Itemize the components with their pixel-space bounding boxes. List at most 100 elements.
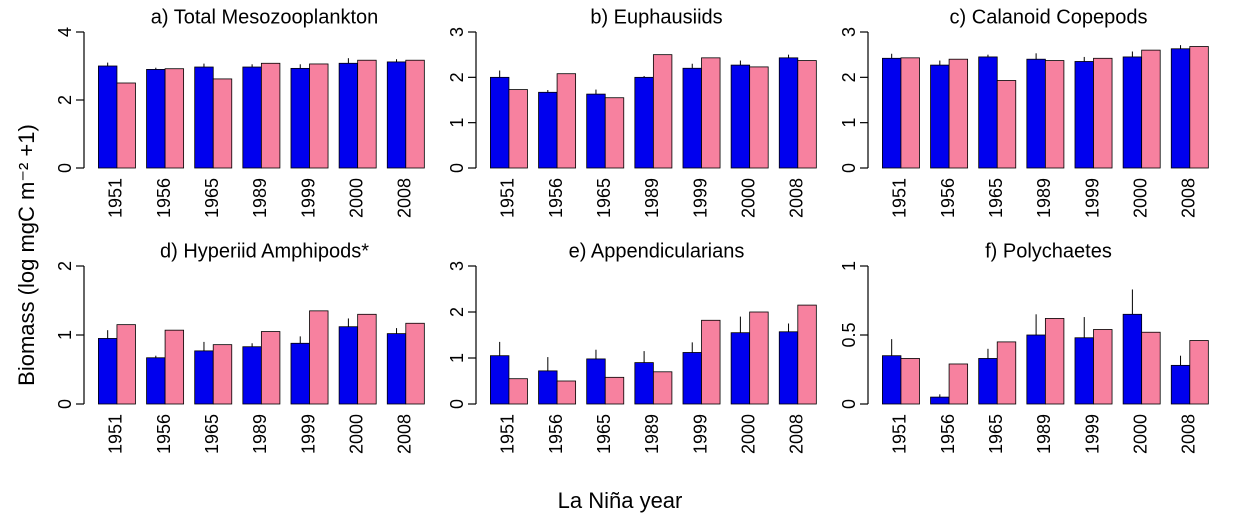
bar <box>1074 337 1094 405</box>
bar <box>405 59 425 169</box>
bar <box>749 66 769 169</box>
bar <box>357 59 377 169</box>
bar <box>242 66 262 169</box>
bar <box>996 80 1017 169</box>
y-tick-label: 1 <box>447 118 467 128</box>
y-tick-label: 1 <box>839 261 859 271</box>
panel-title: a) Total Mesozooplankton <box>151 6 379 28</box>
bar <box>212 344 233 405</box>
y-tick-label: 2 <box>447 307 467 317</box>
bar <box>538 370 558 405</box>
x-tick-label: 2000 <box>738 414 758 454</box>
bar <box>164 329 185 405</box>
panel-title: b) Euphausiids <box>590 6 722 28</box>
x-tick-label: 2000 <box>346 178 366 218</box>
panel-title: f) Polychaetes <box>985 240 1112 262</box>
x-tick-label: 2008 <box>787 178 807 218</box>
x-tick-label: 1956 <box>938 414 958 454</box>
y-tick-label: 2 <box>55 261 75 271</box>
bar <box>290 342 310 405</box>
bar <box>749 311 769 405</box>
x-tick-label: 1956 <box>938 178 958 218</box>
bar <box>556 380 577 405</box>
bar <box>1122 313 1143 405</box>
bar <box>1026 58 1046 169</box>
x-tick-label: 1965 <box>594 178 614 218</box>
y-tick-label: 4 <box>55 27 75 37</box>
bar <box>1044 318 1065 405</box>
bar <box>682 352 702 405</box>
x-tick-label: 1965 <box>986 414 1006 454</box>
bar <box>948 363 969 405</box>
bar <box>490 76 510 169</box>
y-tick-label: 3 <box>447 261 467 271</box>
bar <box>900 57 920 169</box>
bar <box>309 63 329 169</box>
x-tick-label: 1989 <box>250 178 270 218</box>
bar <box>701 319 721 405</box>
bar <box>1189 340 1209 405</box>
bar <box>996 341 1017 405</box>
bar <box>730 332 751 405</box>
x-tick-label: 1999 <box>690 414 710 454</box>
bar <box>1093 329 1113 405</box>
x-tick-label: 2008 <box>395 178 415 218</box>
x-tick-label: 1951 <box>890 178 910 218</box>
x-tick-label: 1989 <box>642 178 662 218</box>
x-tick-label: 1989 <box>642 414 662 454</box>
bar <box>357 313 377 405</box>
bar <box>652 371 673 405</box>
x-tick-label: 1956 <box>154 178 174 218</box>
x-tick-label: 2000 <box>1130 178 1150 218</box>
x-tick-label: 1965 <box>986 178 1006 218</box>
y-tick-label: 0 <box>839 399 859 409</box>
bar <box>212 78 233 169</box>
bar <box>778 57 799 169</box>
x-tick-label: 1989 <box>1034 414 1054 454</box>
x-tick-label: 1999 <box>690 178 710 218</box>
x-tick-label: 2000 <box>738 178 758 218</box>
y-tick-label: 3 <box>839 27 859 37</box>
x-tick-label: 1956 <box>154 414 174 454</box>
y-tick-label: 0 <box>839 163 859 173</box>
bar <box>1170 48 1191 169</box>
bar <box>1026 334 1046 405</box>
bar <box>309 310 329 405</box>
x-tick-label: 1965 <box>202 414 222 454</box>
bar <box>290 67 310 169</box>
x-tick-label: 1956 <box>546 178 566 218</box>
bar <box>1189 46 1209 169</box>
x-tick-label: 2000 <box>1130 414 1150 454</box>
bar <box>682 67 702 169</box>
x-tick-label: 2008 <box>1179 414 1199 454</box>
y-tick-label: 2 <box>839 72 859 82</box>
bar <box>1093 57 1113 169</box>
y-tick-label: 1 <box>839 118 859 128</box>
bar <box>634 76 654 169</box>
bar <box>242 346 262 405</box>
bar <box>508 378 528 405</box>
x-tick-label: 1965 <box>594 414 614 454</box>
x-tick-label: 2000 <box>346 414 366 454</box>
bar <box>116 324 136 405</box>
y-tick-label: 1 <box>55 330 75 340</box>
x-tick-label: 1999 <box>1082 414 1102 454</box>
bar <box>778 331 799 405</box>
panel-title: d) Hyperiid Amphipods* <box>160 240 369 262</box>
bar <box>900 358 920 405</box>
bar <box>386 333 407 405</box>
y-tick-label: 0 <box>447 163 467 173</box>
bar <box>405 322 425 405</box>
bar <box>338 62 359 169</box>
y-tick-label: 2 <box>447 72 467 82</box>
x-tick-label: 1956 <box>546 414 566 454</box>
bar <box>1044 60 1065 169</box>
bar <box>116 82 136 169</box>
bar <box>730 64 751 169</box>
bar <box>882 57 902 169</box>
bar <box>260 62 281 169</box>
x-tick-label: 2008 <box>787 414 807 454</box>
bar <box>978 358 998 405</box>
bar <box>586 93 606 169</box>
bar <box>490 355 510 405</box>
